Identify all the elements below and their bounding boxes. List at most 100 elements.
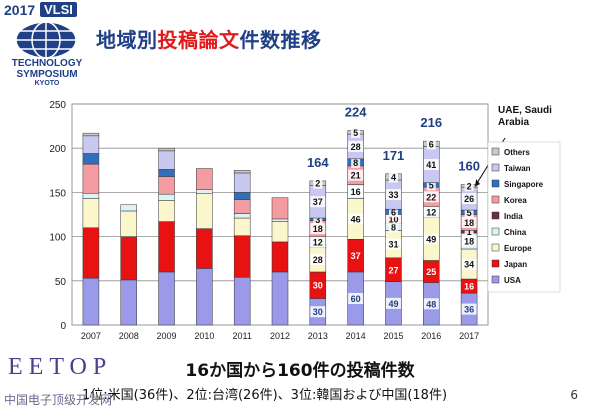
legend-swatch [491, 211, 500, 220]
data-label: 5 [353, 128, 358, 138]
legend-swatch [491, 275, 500, 284]
x-tick-label: 2014 [346, 331, 366, 341]
bar-segment [271, 271, 289, 326]
legend-swatch [491, 243, 500, 252]
bar-segment [158, 169, 175, 177]
data-label-bg [461, 303, 477, 315]
data-label: 3 [315, 215, 320, 225]
x-tick-label: 2009 [157, 331, 177, 341]
data-label-bg [313, 213, 323, 225]
legend-swatch [491, 259, 500, 268]
title-part1: 地域別 [96, 28, 158, 52]
legend-swatch [491, 179, 500, 188]
legend-label: Japan [504, 260, 527, 269]
data-label-bg [348, 186, 364, 198]
site-watermark: 中国电子顶级开发网 [4, 393, 113, 407]
title-part3: 件数推移 [239, 28, 322, 52]
bar-total-label: 171 [383, 148, 405, 163]
data-label: 1 [467, 227, 472, 237]
y-tick-label: 200 [49, 144, 66, 155]
data-label-bg [385, 297, 401, 309]
bar-total-label: 160 [458, 158, 480, 173]
bar-segment [271, 241, 289, 273]
data-label: 30 [313, 281, 323, 291]
data-label-bg [423, 191, 439, 203]
bar-segment [158, 176, 175, 195]
legend-label: India [504, 212, 523, 221]
y-tick-label: 250 [49, 100, 66, 111]
data-label: 16 [351, 187, 361, 197]
bar-segment [82, 132, 100, 137]
data-label-bg [423, 159, 439, 171]
data-label: 34 [464, 260, 474, 270]
data-label-bg [388, 221, 398, 233]
data-label: 41 [426, 160, 436, 170]
legend-label: Korea [504, 196, 527, 205]
bar-segment [196, 193, 213, 229]
legend-swatch [491, 147, 500, 156]
data-label-bg [348, 213, 364, 225]
data-label: 21 [351, 171, 361, 181]
data-label: 48 [426, 299, 436, 309]
bar-segment [196, 168, 213, 190]
rank-summary: 1位:米国(36件)、2位:台湾(26件)、3位:韓国および中国(18件) [82, 388, 448, 403]
data-label: 16 [464, 282, 474, 292]
bar-segment [196, 228, 213, 269]
brand-watermark: EETOP [8, 354, 113, 380]
legend-label: USA [504, 276, 521, 285]
legend-label: Taiwan [504, 164, 531, 173]
data-label-bg [310, 306, 326, 318]
data-label-bg [313, 177, 323, 189]
data-label-bg [464, 206, 474, 218]
legend-label: Singapore [504, 180, 544, 189]
data-label: 37 [313, 197, 323, 207]
data-label-bg [426, 179, 436, 191]
data-label-bg [461, 235, 477, 247]
data-label: 2 [315, 179, 320, 189]
vlsi-symposium-logo: 2017 VLSI TECHNOLOGY SYMPOSIUM KYOTO [4, 2, 88, 90]
x-tick-label: 2017 [459, 331, 479, 341]
y-tick-label: 50 [55, 277, 67, 288]
bar-segment [233, 217, 251, 236]
y-tick-label: 0 [60, 321, 66, 332]
bar-segment [271, 221, 289, 243]
x-tick-label: 2016 [421, 331, 441, 341]
bar-segment [82, 193, 100, 199]
data-label: 37 [351, 251, 361, 261]
bar-segment [233, 170, 251, 174]
x-tick-label: 2008 [119, 331, 139, 341]
bar-segment [233, 235, 251, 278]
bar-total-label: 216 [420, 115, 442, 130]
data-label-bg [423, 298, 439, 310]
annotation-text: UAE, Saudi [498, 105, 552, 116]
bar-segment [233, 277, 251, 326]
bar-segment [271, 218, 289, 222]
bar-segment [196, 189, 213, 194]
data-label-bg [310, 196, 326, 208]
bar-segment [233, 192, 251, 200]
logo-line1: TECHNOLOGY [11, 58, 83, 69]
page-title: 地域別投稿論文件数推移 [96, 24, 322, 53]
data-label-bg [464, 180, 474, 192]
legend-swatch [491, 163, 500, 172]
data-label: 4 [391, 172, 396, 182]
bar-segment [82, 135, 100, 154]
bar-total-label: 224 [345, 105, 367, 120]
bar-segment [120, 204, 137, 212]
data-label: 5 [429, 180, 434, 190]
data-label: 22 [426, 192, 436, 202]
annotation-text: Arabia [498, 117, 530, 128]
legend-swatch [491, 195, 500, 204]
bar-segment [233, 199, 251, 214]
globe-icon [15, 21, 77, 59]
data-label-bg [348, 140, 364, 152]
logo-line3: KYOTO [34, 80, 60, 87]
bar-segment [82, 163, 100, 194]
legend-label: Others [504, 148, 530, 157]
data-label: 6 [429, 139, 434, 149]
data-label: 8 [353, 158, 358, 168]
bar-segment [158, 200, 175, 222]
data-label-bg [385, 213, 401, 225]
title-accent: 投稿論文 [157, 28, 240, 52]
data-label: 46 [351, 214, 361, 224]
